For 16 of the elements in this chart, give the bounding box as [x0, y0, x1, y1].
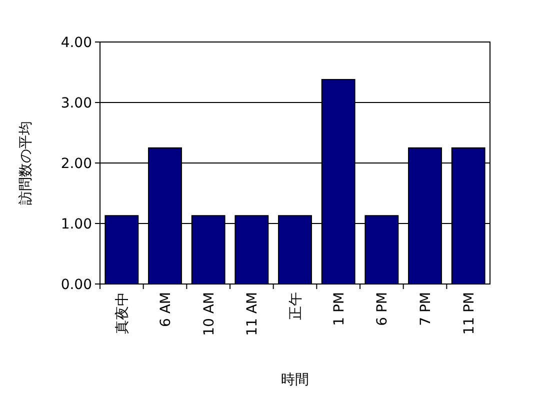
ytick: 1.00	[60, 216, 92, 232]
xtick: 7 PM	[418, 292, 434, 326]
ytick: 2.00	[60, 156, 92, 172]
ylabel: 訪問数の平均	[18, 121, 34, 205]
xtick: 11 PM	[461, 292, 478, 335]
xlabel: 時間	[281, 372, 309, 388]
xtick: 正午	[288, 292, 304, 320]
xtick: 1 PM	[331, 292, 348, 326]
xtick: 真夜中	[114, 292, 131, 334]
ytick: 4.00	[60, 35, 92, 51]
ytick: 0.00	[60, 277, 92, 293]
xtick: 11 AM	[244, 292, 261, 336]
xtick: 6 PM	[374, 292, 391, 326]
xtick: 6 AM	[158, 292, 174, 328]
ytick: 3.00	[60, 96, 92, 112]
xtick: 10 AM	[201, 292, 218, 336]
